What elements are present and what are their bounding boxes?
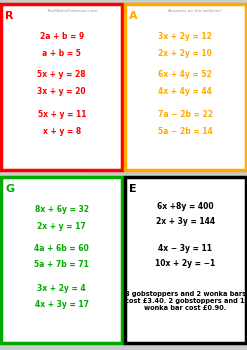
FancyBboxPatch shape [1,4,122,170]
Text: E: E [129,184,137,194]
Text: x + y = 8: x + y = 8 [43,127,81,136]
Text: 4a + 6b = 60: 4a + 6b = 60 [34,244,89,253]
FancyBboxPatch shape [125,177,246,343]
Text: 3x + 2y = 4: 3x + 2y = 4 [38,284,86,293]
Text: Answers on the website!: Answers on the website! [168,9,222,13]
Text: a + b = 5: a + b = 5 [42,49,81,58]
Text: 5a + 7b = 71: 5a + 7b = 71 [34,260,89,270]
Text: G: G [5,184,14,194]
Text: 2x + 3y = 144: 2x + 3y = 144 [156,217,215,226]
Text: 5x + y = 11: 5x + y = 11 [38,110,86,119]
FancyBboxPatch shape [1,177,122,343]
Text: 4x + 4y = 44: 4x + 4y = 44 [158,87,212,96]
Text: www.themathsprofessor.com: www.themathsprofessor.com [85,170,162,175]
Text: 7a − 2b = 22: 7a − 2b = 22 [158,110,213,119]
Text: R: R [5,11,14,21]
Text: 2a + b = 9: 2a + b = 9 [40,32,84,41]
Text: 2x + y = 17: 2x + y = 17 [37,222,86,231]
Text: TheMathsProfessor.com: TheMathsProfessor.com [46,9,97,13]
Text: 2x + 2y = 10: 2x + 2y = 10 [158,49,212,58]
Text: 10x + 2y = −1: 10x + 2y = −1 [155,259,215,268]
Text: 5a − 2b = 14: 5a − 2b = 14 [158,127,213,136]
Text: 6x +8y = 400: 6x +8y = 400 [157,202,214,211]
Text: 8x + 6y = 32: 8x + 6y = 32 [35,205,89,215]
Text: A: A [129,11,138,21]
FancyBboxPatch shape [125,4,246,170]
Text: 3x + y = 20: 3x + y = 20 [38,87,86,96]
Text: 6x + 4y = 52: 6x + 4y = 52 [158,70,212,79]
Text: 5x + y = 28: 5x + y = 28 [38,70,86,79]
Text: 4x − 3y = 11: 4x − 3y = 11 [158,244,212,253]
Text: 4x + 3y = 17: 4x + 3y = 17 [35,300,89,309]
Text: 3x + 2y = 12: 3x + 2y = 12 [158,32,212,41]
Text: 8 gobstoppers and 2 wonka bars
cost £3.40. 2 gobstoppers and 1
wonka bar cost £0: 8 gobstoppers and 2 wonka bars cost £3.4… [125,292,246,312]
